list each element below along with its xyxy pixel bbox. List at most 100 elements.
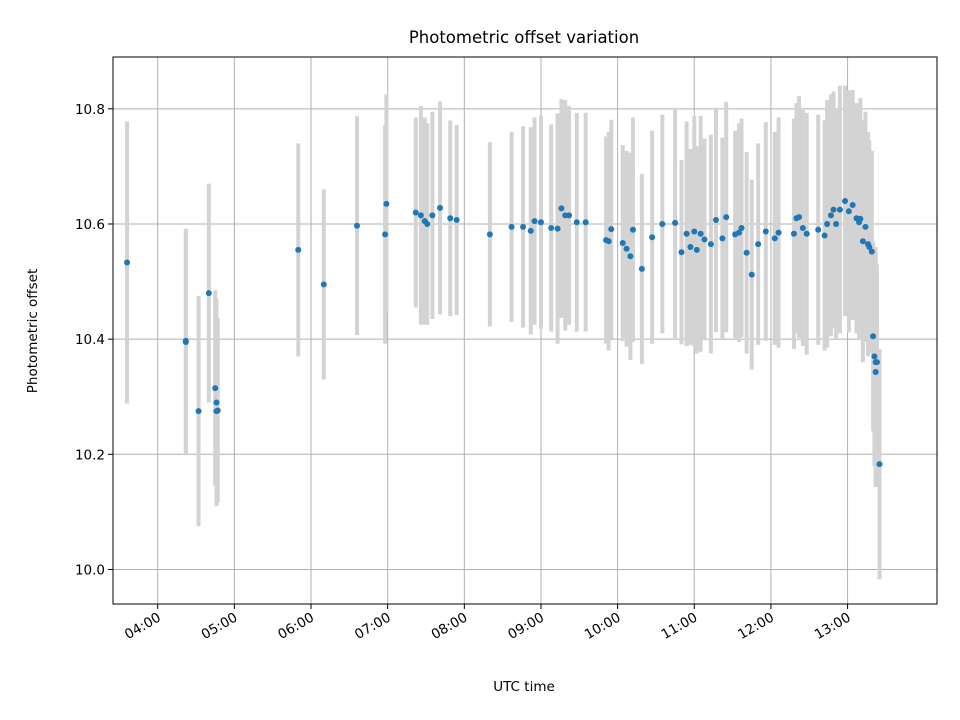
data-point <box>354 222 361 229</box>
data-point <box>554 225 561 232</box>
data-point <box>862 223 869 230</box>
x-tick-label: 07:00 <box>352 610 394 643</box>
y-tick-label: 10.4 <box>75 332 105 348</box>
data-point <box>214 407 221 414</box>
data-point <box>429 212 436 219</box>
data-point <box>857 215 864 222</box>
data-point <box>453 216 460 223</box>
data-point <box>195 408 202 415</box>
x-tick-label: 05:00 <box>199 610 241 643</box>
y-tick-label: 10.8 <box>75 102 105 118</box>
data-point <box>743 249 750 256</box>
data-point <box>486 231 493 238</box>
data-point <box>687 244 694 251</box>
data-point <box>796 214 803 221</box>
data-point <box>815 226 822 233</box>
data-point <box>803 230 810 237</box>
data-point <box>799 225 806 232</box>
data-point <box>623 245 630 252</box>
y-axis-ticks: 10.0 10.2 10.4 10.6 10.8 <box>75 102 113 578</box>
data-point <box>876 461 883 468</box>
data-point <box>649 234 656 241</box>
x-tick-label: 06:00 <box>275 610 317 643</box>
data-point <box>771 235 778 242</box>
x-tick-label: 12:00 <box>735 610 777 643</box>
data-point <box>659 220 666 227</box>
data-point <box>182 337 189 344</box>
data-point <box>871 353 878 360</box>
data-point <box>678 249 685 256</box>
data-point <box>383 200 390 207</box>
data-point <box>212 385 219 392</box>
data-point <box>845 208 852 215</box>
data-point <box>558 205 565 212</box>
data-point <box>124 259 131 266</box>
data-point <box>566 212 573 219</box>
y-tick-label: 10.6 <box>75 217 105 233</box>
data-point <box>417 212 424 219</box>
data-point <box>638 265 645 272</box>
y-tick-label: 10.2 <box>75 447 105 463</box>
data-point <box>520 223 527 230</box>
data-point <box>842 197 849 204</box>
data-point <box>619 239 626 246</box>
data-point <box>382 231 389 238</box>
data-point <box>830 206 837 213</box>
data-point <box>437 204 444 211</box>
data-point <box>447 215 454 222</box>
data-point <box>605 238 612 245</box>
x-tick-label: 13:00 <box>812 610 854 643</box>
data-point <box>723 214 730 221</box>
data-point <box>527 227 534 234</box>
data-point <box>821 232 828 239</box>
data-point <box>537 219 544 226</box>
data-point <box>755 241 762 248</box>
data-point <box>873 359 880 366</box>
data-point <box>573 219 580 226</box>
data-point <box>868 248 875 255</box>
x-tick-label: 10:00 <box>582 610 624 643</box>
y-tick-label: 10.0 <box>75 562 105 578</box>
data-point <box>531 218 538 225</box>
x-axis-label: UTC time <box>493 679 555 695</box>
data-point <box>719 235 726 242</box>
data-point <box>697 230 704 237</box>
data-point <box>205 290 212 297</box>
data-point <box>672 219 679 226</box>
data-point <box>827 212 834 219</box>
data-point <box>738 225 745 232</box>
data-point <box>707 241 714 248</box>
data-point <box>866 244 873 251</box>
data-point <box>824 220 831 227</box>
data-point <box>748 271 755 278</box>
y-axis-label: Photometric offset <box>25 269 41 393</box>
data-point <box>424 220 431 227</box>
data-point <box>872 368 879 375</box>
data-point <box>412 209 419 216</box>
chart-title: Photometric offset variation <box>409 28 639 47</box>
data-point <box>691 228 698 235</box>
data-point <box>508 223 515 230</box>
data-points <box>124 197 883 468</box>
data-point <box>582 219 589 226</box>
data-point <box>693 246 700 253</box>
data-point <box>629 226 636 233</box>
data-point <box>859 238 866 245</box>
data-point <box>627 253 634 260</box>
data-point <box>295 246 302 253</box>
x-tick-label: 04:00 <box>122 610 164 643</box>
data-point <box>849 201 856 208</box>
data-point <box>548 225 555 232</box>
plot-frame <box>112 56 938 605</box>
data-point <box>213 399 220 406</box>
data-point <box>712 216 719 223</box>
data-point <box>762 228 769 235</box>
data-point <box>683 230 690 237</box>
data-point <box>833 220 840 227</box>
data-point <box>735 229 742 236</box>
x-tick-label: 09:00 <box>505 610 547 643</box>
data-point <box>836 206 843 213</box>
data-point <box>320 281 327 288</box>
data-point <box>870 333 877 340</box>
